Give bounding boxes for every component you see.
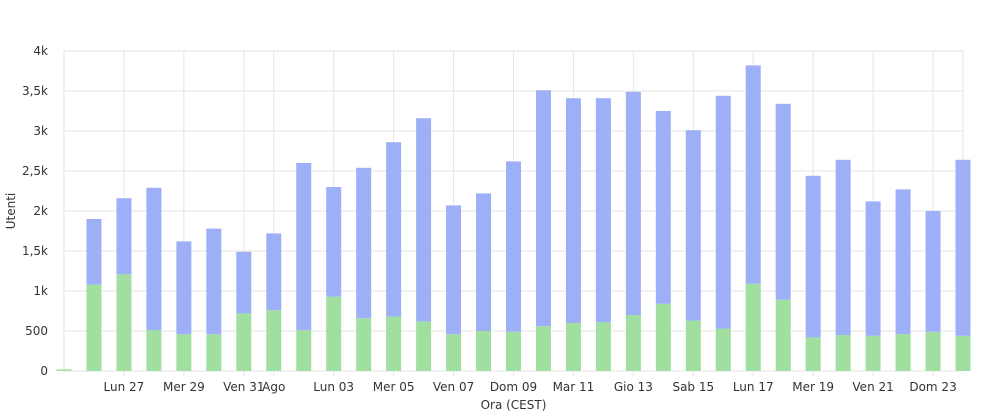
bar-segment-series-2[interactable] xyxy=(386,142,402,317)
x-tick-label: Mer 29 xyxy=(163,380,205,394)
bar-segment-series-2[interactable] xyxy=(745,65,761,284)
bar-segment-series-1[interactable] xyxy=(506,331,521,371)
bar-segment-series-1[interactable] xyxy=(176,334,192,371)
bar-segment-series-1[interactable] xyxy=(535,326,551,371)
bar-segment-series-2[interactable] xyxy=(865,201,881,336)
bar-segment-series-1[interactable] xyxy=(476,331,492,371)
bar-segment-series-1[interactable] xyxy=(86,284,102,371)
bar-segment-series-2[interactable] xyxy=(176,241,192,335)
y-tick-label: 0 xyxy=(40,364,48,378)
bar-segment-series-2[interactable] xyxy=(416,118,432,322)
bar-segment-series-2[interactable] xyxy=(236,251,252,314)
x-tick-label: Ago xyxy=(262,380,285,394)
x-tick-label: Lun 17 xyxy=(733,380,774,394)
x-tick-label: Ven 31 xyxy=(223,380,264,394)
bar-segment-series-1[interactable] xyxy=(595,322,611,371)
bar-segment-series-1[interactable] xyxy=(146,330,162,371)
bar-segment-series-2[interactable] xyxy=(296,163,312,331)
bar-segment-series-2[interactable] xyxy=(955,159,971,336)
bar-segment-series-1[interactable] xyxy=(775,299,791,371)
x-tick-label: Sab 15 xyxy=(672,380,714,394)
x-tick-label: Dom 09 xyxy=(490,380,537,394)
x-tick-label: Lun 03 xyxy=(313,380,354,394)
bar-segment-series-2[interactable] xyxy=(655,111,671,304)
x-tick-label: Ven 07 xyxy=(433,380,474,394)
x-tick-label: Mer 05 xyxy=(373,380,415,394)
bar-segment-series-1[interactable] xyxy=(356,318,372,371)
bar-segment-series-2[interactable] xyxy=(356,167,372,319)
y-tick-label: 3,5k xyxy=(22,84,48,98)
bar-segment-series-1[interactable] xyxy=(296,330,312,371)
bar-segment-series-2[interactable] xyxy=(715,95,731,329)
x-tick-label: Mer 19 xyxy=(792,380,834,394)
bar-segment-series-2[interactable] xyxy=(805,175,821,338)
bar-segment-series-2[interactable] xyxy=(116,198,132,275)
bar-segment-series-1[interactable] xyxy=(715,328,731,371)
x-axis-title: Ora (CEST) xyxy=(481,398,547,412)
bar-segment-series-2[interactable] xyxy=(266,233,282,311)
bar-segment-series-1[interactable] xyxy=(745,283,761,371)
bar-segment-series-1[interactable] xyxy=(895,334,911,371)
bar-segment-series-1[interactable] xyxy=(206,334,222,371)
bar-segment-series-1[interactable] xyxy=(625,315,641,371)
bar-segment-series-1[interactable] xyxy=(326,296,342,371)
bar-segment-series-2[interactable] xyxy=(595,98,611,323)
bar-segment-series-1[interactable] xyxy=(865,335,881,371)
bar-segment-series-1[interactable] xyxy=(116,274,132,371)
y-tick-label: 2k xyxy=(33,204,48,218)
bar-segment-series-1[interactable] xyxy=(386,316,402,371)
bar-segment-series-1[interactable] xyxy=(655,303,671,371)
bar-segment-series-2[interactable] xyxy=(446,205,462,335)
bar-segment-series-1[interactable] xyxy=(56,369,72,371)
y-tick-label: 500 xyxy=(25,324,48,338)
bar-segment-series-1[interactable] xyxy=(835,335,851,371)
y-tick-label: 2,5k xyxy=(22,164,48,178)
bars-layer xyxy=(56,65,971,371)
y-tick-label: 1,5k xyxy=(22,244,48,258)
bar-segment-series-1[interactable] xyxy=(236,313,252,371)
y-tick-label: 1k xyxy=(33,284,48,298)
bar-segment-series-2[interactable] xyxy=(775,103,791,300)
bar-segment-series-2[interactable] xyxy=(625,91,641,315)
bar-segment-series-2[interactable] xyxy=(685,130,701,321)
bar-segment-series-1[interactable] xyxy=(685,320,701,371)
bar-segment-series-2[interactable] xyxy=(835,159,851,335)
x-tick-label: Mar 11 xyxy=(553,380,595,394)
bar-segment-series-2[interactable] xyxy=(146,187,162,331)
y-axis-ticks: 0 500 1k 1,5k 2k 2,5k 3k 3,5k 4k xyxy=(22,44,48,378)
bar-segment-series-2[interactable] xyxy=(506,161,521,332)
bar-segment-series-2[interactable] xyxy=(206,228,222,335)
x-tick-label: Dom 23 xyxy=(909,380,956,394)
x-tick-label: Ven 21 xyxy=(852,380,893,394)
bar-segment-series-2[interactable] xyxy=(326,187,342,297)
y-tick-label: 3k xyxy=(33,124,48,138)
y-tick-label: 4k xyxy=(33,44,48,58)
bar-segment-series-1[interactable] xyxy=(925,331,941,371)
bar-segment-series-2[interactable] xyxy=(86,219,102,285)
bar-segment-series-1[interactable] xyxy=(266,310,282,371)
bar-segment-series-1[interactable] xyxy=(565,323,581,371)
bar-segment-series-1[interactable] xyxy=(955,335,971,371)
bar-segment-series-1[interactable] xyxy=(416,321,432,371)
bar-segment-series-2[interactable] xyxy=(565,98,581,323)
bar-segment-series-1[interactable] xyxy=(446,334,462,371)
bar-segment-series-2[interactable] xyxy=(476,193,492,331)
bar-segment-series-1[interactable] xyxy=(805,337,821,371)
bar-segment-series-2[interactable] xyxy=(925,211,941,332)
bar-segment-series-2[interactable] xyxy=(535,90,551,327)
x-tick-label: Lun 27 xyxy=(104,380,145,394)
bar-segment-series-2[interactable] xyxy=(895,189,911,335)
y-axis-title: Utenti xyxy=(4,193,18,230)
x-tick-label: Gio 13 xyxy=(614,380,653,394)
